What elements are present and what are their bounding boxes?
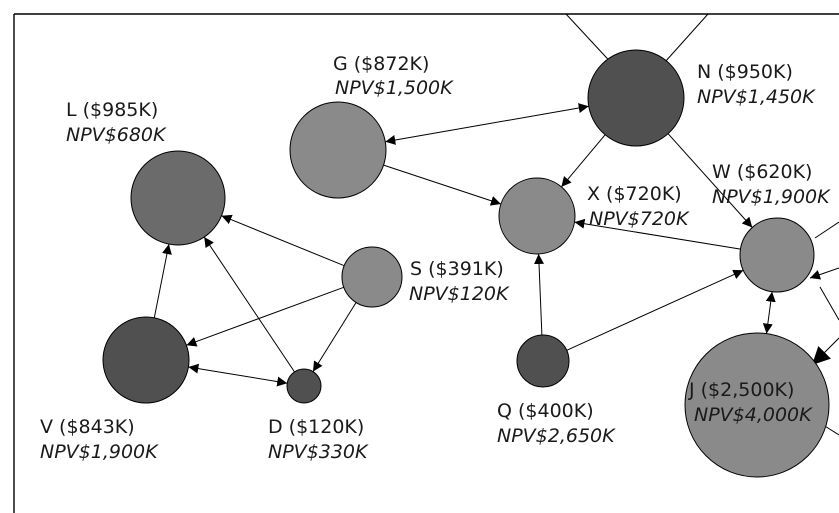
node-G-name-label: G ($872K)	[333, 53, 429, 75]
node-D-name-label: D ($120K)	[268, 416, 364, 438]
edge-offscreen-to-W	[810, 268, 839, 278]
edge-N-G	[385, 106, 588, 141]
edge-Q-X	[539, 254, 542, 335]
edge-S-L	[222, 216, 345, 266]
node-N[interactable]	[588, 50, 684, 146]
node-W[interactable]	[740, 218, 814, 292]
node-N-npv-label: NPV$1,450K	[697, 86, 816, 108]
node-L-name-label: L ($985K)	[66, 99, 158, 121]
node-X-name-label: X ($720K)	[587, 183, 682, 205]
edge-W-offscreen	[815, 222, 839, 238]
edge-G-X	[384, 165, 501, 204]
edge-W-J	[767, 292, 773, 334]
node-J-npv-label: NPV$4,000K	[694, 404, 813, 426]
node-Q-name-label: Q ($400K)	[497, 400, 594, 422]
node-W-npv-label: NPV$1,900K	[712, 186, 831, 208]
node-D-npv-label: NPV$330K	[268, 441, 369, 463]
edge-offscreen-to-J	[812, 338, 839, 365]
node-N-name-label: N ($950K)	[697, 61, 793, 83]
node-X[interactable]	[499, 178, 575, 254]
node-J-name-label: J ($2,500K)	[688, 379, 794, 401]
node-V-npv-label: NPV$1,900K	[40, 441, 159, 463]
node-W-name-label: W ($620K)	[712, 161, 812, 183]
edge-Q-W	[567, 270, 744, 350]
node-S-npv-label: NPV$120K	[409, 283, 510, 305]
edge-W-offscreen-lower	[820, 287, 839, 320]
edge-D-L	[204, 237, 294, 372]
node-S[interactable]	[342, 247, 402, 307]
edge-V-D	[188, 367, 287, 383]
node-Q[interactable]	[517, 335, 569, 387]
edge-S-D	[313, 303, 356, 372]
edge-N-X	[561, 135, 605, 187]
edge-N-offscreen-right	[665, 14, 708, 62]
node-V-name-label: V ($843K)	[40, 416, 135, 438]
node-S-name-label: S ($391K)	[410, 258, 504, 280]
node-L-npv-label: NPV$680K	[66, 124, 167, 146]
edge-S-V	[186, 287, 343, 345]
node-G-npv-label: NPV$1,500K	[335, 77, 454, 99]
node-D[interactable]	[287, 369, 321, 403]
edge-V-L	[154, 244, 169, 318]
node-Q-npv-label: NPV$2,650K	[497, 425, 616, 447]
node-G[interactable]	[290, 102, 386, 198]
node-X-npv-label: NPV$720K	[589, 208, 690, 230]
node-V[interactable]	[103, 317, 189, 403]
node-L[interactable]	[131, 151, 225, 245]
